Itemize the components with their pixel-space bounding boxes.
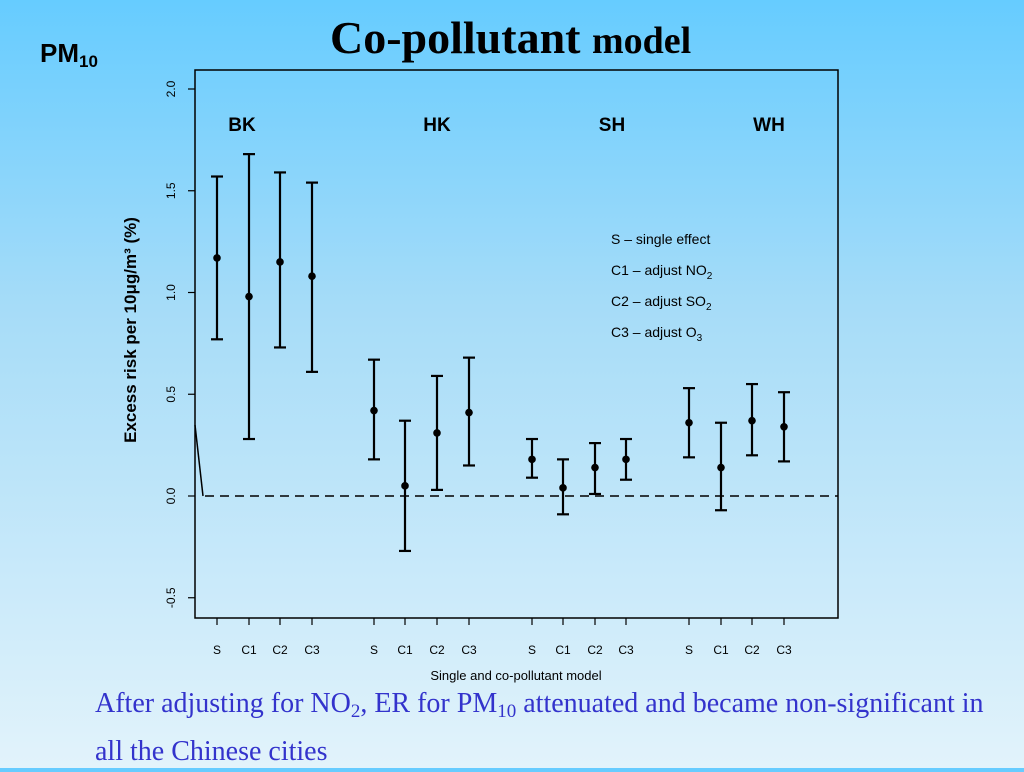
- x-tick-label: S: [685, 643, 693, 657]
- point-estimate: [622, 455, 630, 464]
- legend-entry: C3 – adjust O3: [611, 324, 703, 344]
- point-estimate: [213, 254, 221, 262]
- legend-entry: S – single effect: [611, 231, 710, 247]
- point-estimate: [591, 463, 599, 472]
- x-tick-label: C1: [241, 643, 257, 657]
- point-estimate: [717, 463, 725, 472]
- y-tick-label: 2.0: [164, 80, 178, 97]
- legend-entry: C2 – adjust SO2: [611, 293, 712, 313]
- caption-part1: After adjusting for NO: [95, 688, 351, 719]
- point-estimate: [780, 423, 788, 431]
- x-tick-label: S: [528, 643, 536, 657]
- pollutant-label-subscript: 10: [79, 52, 98, 71]
- x-tick-label: C3: [304, 643, 320, 657]
- x-tick-label: C2: [272, 643, 288, 657]
- x-tick-label: C1: [397, 643, 413, 657]
- pollutant-label-text: PM: [40, 38, 79, 68]
- axis-stroke-mark: [194, 424, 204, 497]
- title-rest: model: [591, 20, 692, 62]
- x-tick-label: C2: [587, 643, 603, 657]
- slide-caption: After adjusting for NO2, ER for PM10 att…: [95, 684, 995, 772]
- point-estimate: [401, 482, 409, 490]
- point-estimate: [370, 406, 378, 415]
- group-label-sh: SH: [599, 115, 625, 136]
- point-estimate: [748, 416, 756, 425]
- point-estimate: [465, 408, 473, 417]
- pollutant-label: PM10: [40, 38, 98, 72]
- y-tick-label: 0.5: [164, 386, 178, 403]
- group-label-wh: WH: [753, 115, 785, 136]
- x-tick-label: C3: [461, 643, 477, 657]
- point-estimate: [276, 258, 284, 266]
- y-tick-label: 1.5: [164, 182, 178, 199]
- point-estimate: [559, 484, 567, 492]
- point-estimate: [528, 455, 536, 464]
- title-main: Co-pollutant: [330, 12, 581, 63]
- x-tick-label: C2: [429, 643, 445, 657]
- x-tick-label: C3: [776, 643, 792, 657]
- group-label-hk: HK: [423, 115, 451, 136]
- group-label-bk: BK: [228, 115, 256, 136]
- caption-sub2: 10: [497, 701, 517, 722]
- x-tick-label: C2: [744, 643, 760, 657]
- y-axis-title: Excess risk per 10μg/m³ (%): [121, 217, 140, 443]
- x-tick-label: S: [213, 643, 221, 657]
- x-tick-label: S: [370, 643, 378, 657]
- y-tick-label: -0.5: [164, 587, 178, 608]
- caption-part3: attenuated and became non-significant in…: [95, 688, 984, 767]
- x-tick-label: C3: [618, 643, 634, 657]
- caption-part2: , ER for PM: [360, 688, 498, 719]
- caption-sub1: 2: [350, 701, 361, 722]
- point-estimate: [433, 429, 441, 437]
- x-axis-title: Single and co-pollutant model: [430, 668, 601, 683]
- y-tick-label: 1.0: [164, 284, 178, 301]
- plot-frame: [194, 69, 839, 619]
- point-estimate: [685, 418, 693, 427]
- x-tick-label: C1: [555, 643, 571, 657]
- x-tick-label: C1: [713, 643, 729, 657]
- point-estimate: [308, 272, 316, 281]
- legend-entry: C1 – adjust NO2: [611, 262, 713, 282]
- point-estimate: [245, 292, 253, 301]
- y-tick-label: 0.0: [164, 487, 178, 504]
- slide-title: Co-pollutant model: [330, 10, 750, 69]
